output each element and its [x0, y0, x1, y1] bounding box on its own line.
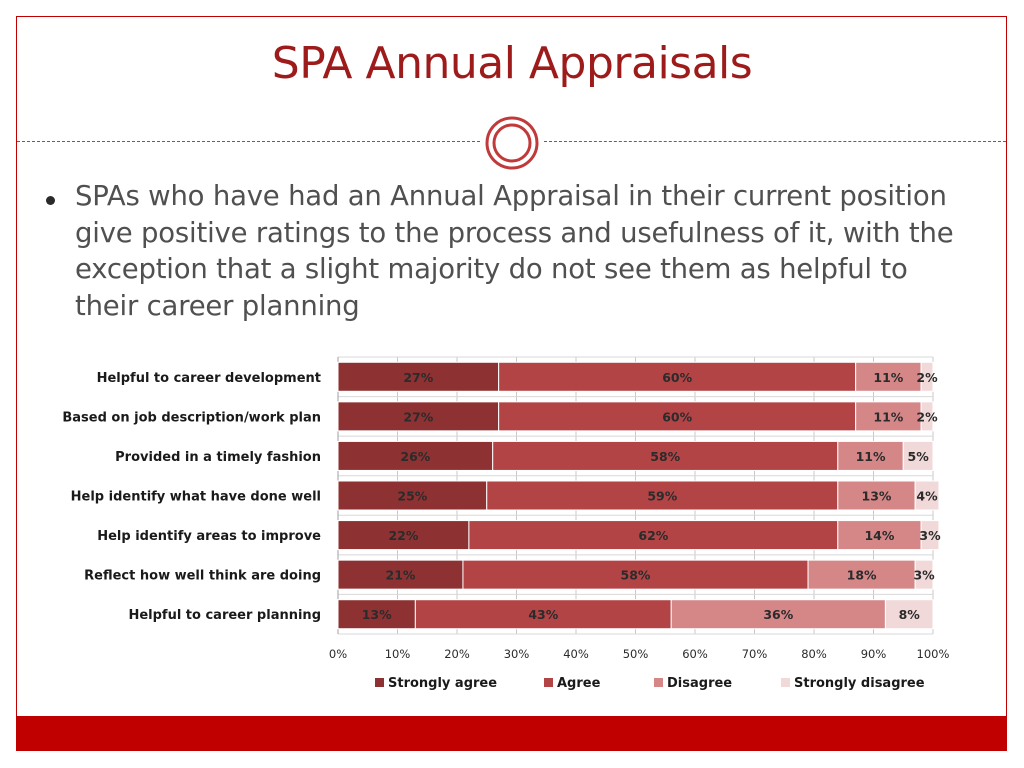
bar-segment	[914, 559, 934, 590]
data-label: 62%	[638, 528, 668, 543]
legend-swatch	[544, 678, 553, 687]
title-divider-left	[17, 141, 480, 142]
data-label: 59%	[647, 489, 677, 504]
bar-segment	[486, 480, 839, 511]
x-tick-label: 90%	[861, 647, 887, 661]
data-label: 21%	[386, 568, 416, 583]
bar-segment	[337, 401, 500, 432]
bar-segment	[920, 401, 934, 432]
bar-segment	[670, 599, 886, 630]
data-label: 27%	[403, 409, 433, 424]
bar-segment	[884, 599, 934, 630]
bar-segment	[837, 480, 916, 511]
chart-legend: Strongly agree Agree Disagree Strongly disa…	[375, 676, 925, 691]
chart-data-labels: 27% 60% 11% 2% 27% 60% 11% 2% 26% 58% 11% 5% 25% 59% 1…	[362, 370, 941, 622]
bar-segment	[807, 559, 916, 590]
chart-category-labels: Helpful to career development Based on jo…	[62, 371, 321, 623]
bar-segment	[498, 361, 857, 392]
bullet-text: SPAs who have had an Annual Appraisal in…	[75, 180, 954, 322]
category-label: Provided in a timely fashion	[115, 450, 321, 465]
bar-segment	[837, 440, 904, 471]
legend-label: Strongly agree	[388, 676, 497, 691]
title-divider-right	[544, 141, 1006, 142]
data-label: 26%	[400, 449, 430, 464]
data-label: 5%	[908, 449, 930, 464]
data-label: 11%	[873, 409, 903, 424]
x-tick-label: 20%	[444, 647, 470, 661]
x-tick-label: 80%	[801, 647, 827, 661]
bar-segment	[337, 361, 500, 392]
data-label: 11%	[873, 370, 903, 385]
bar-segment	[337, 480, 488, 511]
x-tick-label: 40%	[563, 647, 589, 661]
bar-segment	[462, 559, 809, 590]
data-label: 2%	[916, 370, 938, 385]
x-tick-label: 50%	[623, 647, 649, 661]
legend-label: Agree	[557, 676, 601, 691]
legend-label: Disagree	[667, 676, 732, 691]
bar-segment	[920, 361, 934, 392]
bar-segment	[902, 440, 934, 471]
footer-bar	[17, 716, 1007, 751]
x-tick-label: 60%	[682, 647, 708, 661]
data-label: 13%	[362, 607, 392, 622]
bullet-dot-icon	[46, 196, 55, 205]
chart-bars	[337, 361, 940, 630]
chart-x-tick-labels: 0% 10% 20% 30% 40% 50% 60% 70% 80% 90% 100%	[329, 647, 950, 661]
legend-swatch	[654, 678, 663, 687]
bar-segment	[855, 361, 922, 392]
legend-swatch	[781, 678, 790, 687]
bar-segment	[337, 440, 494, 471]
data-label: 58%	[621, 568, 651, 583]
x-tick-label: 30%	[504, 647, 530, 661]
data-label: 27%	[403, 370, 433, 385]
data-label: 60%	[662, 370, 692, 385]
bar-segment	[914, 480, 940, 511]
x-tick-label: 70%	[742, 647, 768, 661]
data-label: 2%	[916, 409, 938, 424]
category-label: Helpful to career development	[97, 371, 321, 386]
data-label: 18%	[847, 568, 877, 583]
data-label: 11%	[856, 449, 886, 464]
legend-label: Strongly disagree	[794, 676, 925, 691]
data-label: 60%	[662, 409, 692, 424]
bar-segment	[920, 520, 940, 551]
data-label: 14%	[864, 528, 894, 543]
data-label: 43%	[528, 607, 558, 622]
x-tick-label: 0%	[329, 647, 347, 661]
x-tick-label: 10%	[385, 647, 411, 661]
data-label: 36%	[763, 607, 793, 622]
slide-title: SPA Annual Appraisals	[271, 38, 753, 89]
bar-segment	[468, 520, 839, 551]
circle-ornament-icon	[485, 116, 539, 170]
bar-segment	[337, 520, 470, 551]
bar-segment	[337, 599, 416, 630]
category-label: Help identify areas to improve	[97, 529, 321, 544]
data-label: 3%	[913, 568, 935, 583]
bar-segment	[414, 599, 672, 630]
category-label: Based on job description/work plan	[62, 410, 321, 425]
data-label: 8%	[899, 607, 921, 622]
legend-swatch	[375, 678, 384, 687]
data-label: 22%	[388, 528, 418, 543]
category-label: Help identify what have done well	[71, 490, 321, 505]
data-label: 13%	[862, 489, 892, 504]
data-label: 4%	[916, 489, 938, 504]
data-label: 58%	[650, 449, 680, 464]
x-tick-label: 100%	[917, 647, 950, 661]
data-label: 3%	[919, 528, 941, 543]
bar-segment	[837, 520, 922, 551]
data-label: 25%	[397, 489, 427, 504]
category-label: Reflect how well think are doing	[84, 569, 321, 584]
bar-segment	[337, 559, 464, 590]
bar-segment	[855, 401, 922, 432]
category-label: Helpful to career planning	[128, 608, 321, 623]
